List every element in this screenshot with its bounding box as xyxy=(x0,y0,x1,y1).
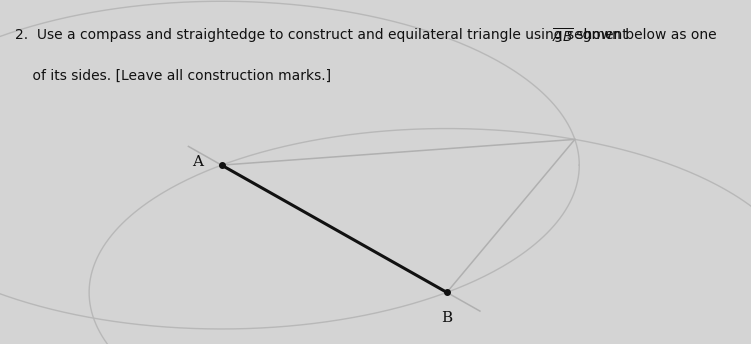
Text: shown below as one: shown below as one xyxy=(572,28,717,42)
Text: 2.  Use a compass and straightedge to construct and equilateral triangle using s: 2. Use a compass and straightedge to con… xyxy=(15,28,637,42)
Text: $\overline{AB}$: $\overline{AB}$ xyxy=(552,28,574,46)
Text: B: B xyxy=(442,311,452,325)
Text: of its sides. [Leave all construction marks.]: of its sides. [Leave all construction ma… xyxy=(15,69,331,83)
Text: A: A xyxy=(192,155,203,169)
